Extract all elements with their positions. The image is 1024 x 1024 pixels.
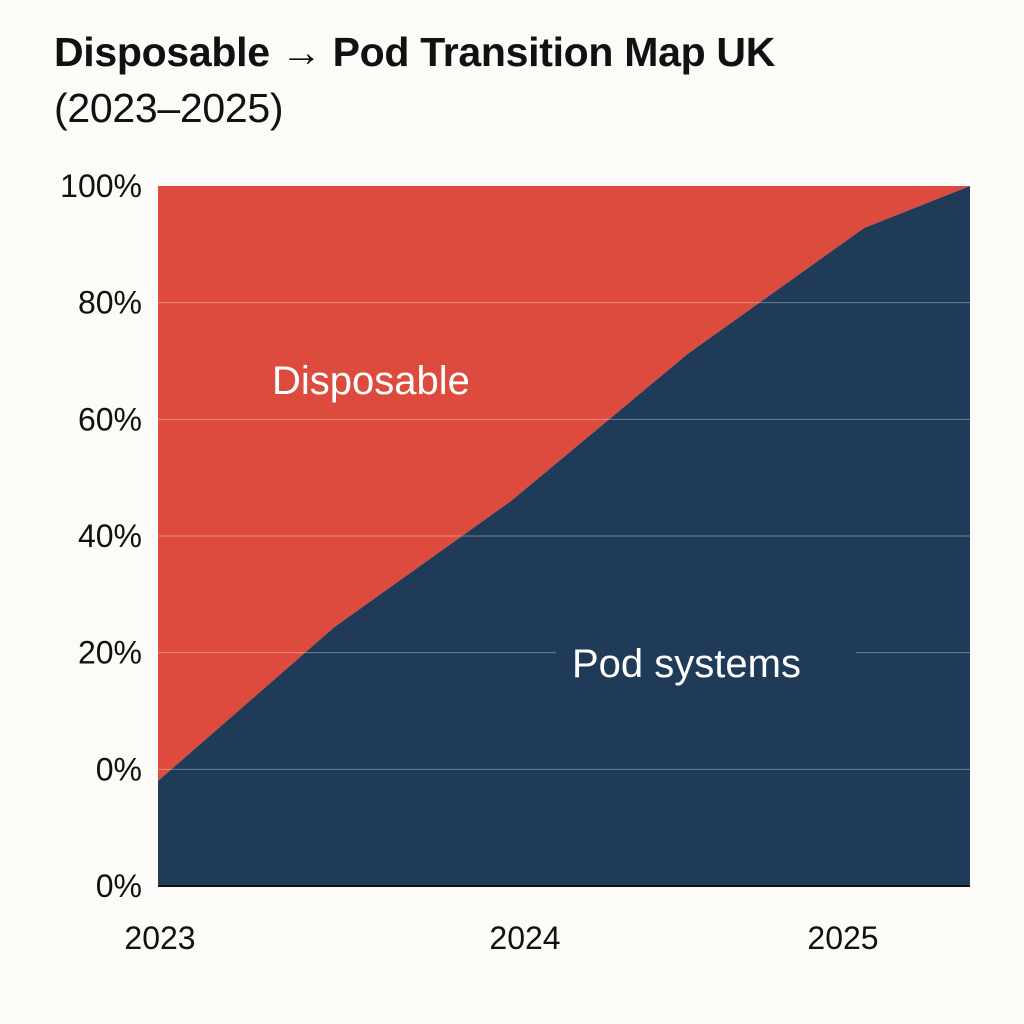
- y-tick-label: 0%: [96, 751, 142, 787]
- y-tick-label: 20%: [78, 635, 142, 671]
- y-tick-label: 40%: [78, 518, 142, 554]
- area-label-disposable: Disposable: [272, 359, 470, 403]
- x-tick-label: 2024: [489, 920, 560, 956]
- y-tick-label: 100%: [60, 168, 142, 204]
- y-tick-label: 0%: [96, 868, 142, 904]
- y-tick-label: 60%: [78, 401, 142, 437]
- chart-title-line-2: (2023–2025): [54, 85, 284, 131]
- gridlines: [158, 302, 970, 770]
- area-series-pod-systems: [158, 186, 970, 886]
- area-series-disposable: [158, 186, 970, 781]
- area-label-pod-background: [556, 628, 856, 692]
- chart-title: Disposable → Pod Transition Map UK (2023…: [54, 24, 994, 136]
- y-axis-ticks: 0% 0% 20% 40% 60% 80% 100%: [60, 168, 142, 904]
- chart-title-line-1: Disposable → Pod Transition Map UK: [54, 29, 776, 75]
- x-tick-label: 2025: [807, 920, 878, 956]
- plot-areas: [158, 186, 970, 886]
- x-axis-ticks: 2023 2024 2025: [124, 920, 878, 956]
- x-tick-label: 2023: [124, 920, 195, 956]
- area-label-pod-systems: Pod systems: [572, 642, 801, 686]
- y-tick-label: 80%: [78, 285, 142, 321]
